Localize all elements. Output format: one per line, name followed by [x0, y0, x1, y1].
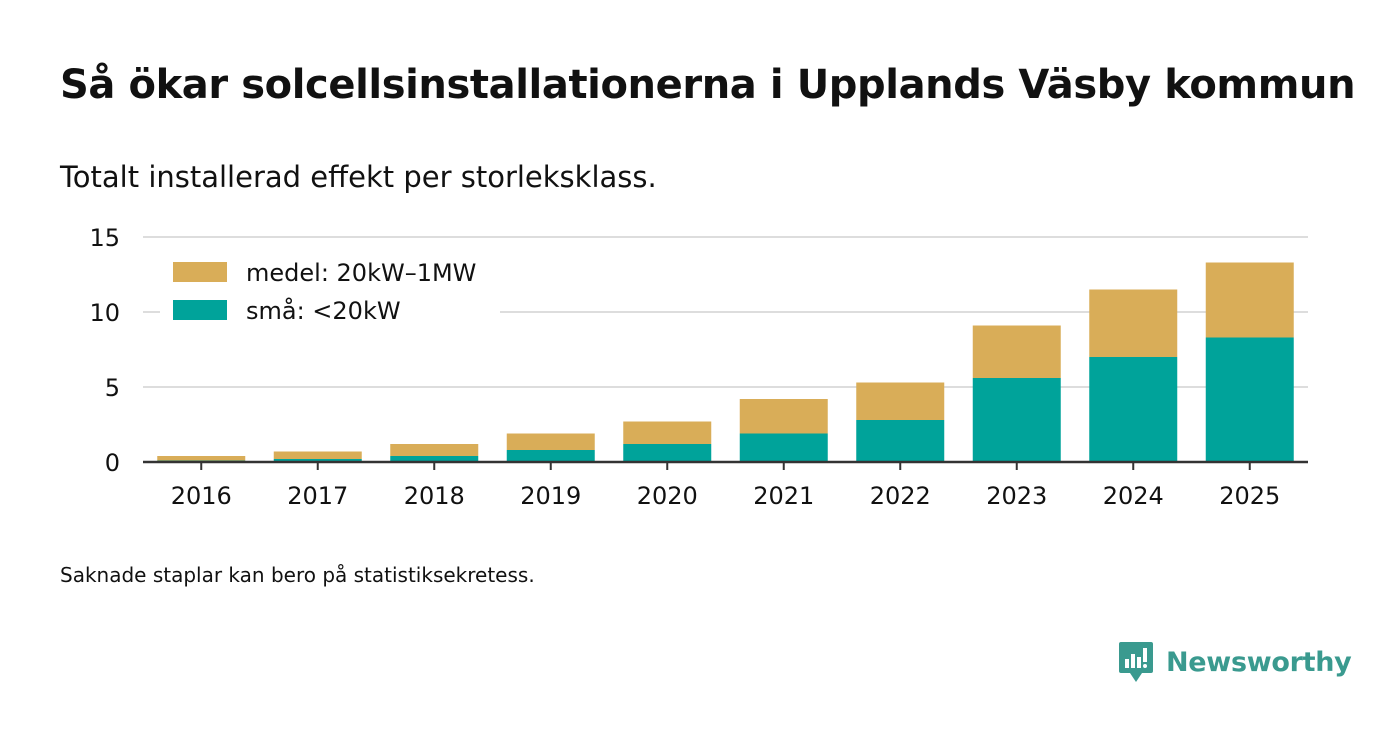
x-tick-label: 2017 — [287, 482, 348, 510]
bar-segment-medium — [506, 433, 595, 450]
bar-segment-medium — [273, 451, 362, 459]
x-tick-label: 2020 — [637, 482, 698, 510]
bar-segment-medium — [390, 444, 479, 456]
bar-segment-small — [1089, 357, 1178, 462]
footnote: Saknade staplar kan bero på statistiksek… — [60, 563, 535, 587]
bar-segment-medium — [1205, 262, 1294, 338]
brand-name: Newsworthy — [1166, 646, 1352, 678]
y-tick-label: 10 — [89, 299, 120, 327]
chart-title: Så ökar solcellsinstallationerna i Uppla… — [60, 62, 1356, 108]
legend-swatch — [173, 300, 227, 320]
newsworthy-logo-icon — [1119, 642, 1153, 682]
bar-segment-small — [506, 450, 595, 462]
bar-segment-small — [390, 456, 479, 462]
bar-segment-medium — [157, 456, 246, 461]
bar-segment-small — [739, 433, 828, 462]
bar-segment-medium — [1089, 289, 1178, 357]
legend: medel: 20kW–1MW små: <20kW — [160, 252, 500, 330]
y-tick-label: 15 — [89, 224, 120, 252]
bar-segment-medium — [856, 382, 945, 420]
chart-subtitle: Totalt installerad effekt per storlekskl… — [60, 160, 657, 194]
bar-segment-medium — [623, 421, 712, 444]
x-tick-label: 2025 — [1219, 482, 1280, 510]
bar-segment-small — [273, 459, 362, 462]
legend-swatch — [173, 262, 227, 282]
brand-logo[interactable]: Newsworthy — [1118, 640, 1352, 684]
x-tick-label: 2024 — [1103, 482, 1164, 510]
x-tick-label: 2018 — [404, 482, 465, 510]
bar-segment-small — [856, 420, 945, 462]
bar-segment-medium — [739, 399, 828, 434]
y-tick-label: 5 — [105, 374, 120, 402]
bar-segment-small — [623, 444, 712, 462]
y-tick-label: 0 — [105, 449, 120, 477]
x-tick-label: 2019 — [520, 482, 581, 510]
legend-label: små: <20kW — [246, 296, 401, 325]
bar-segment-medium — [972, 325, 1061, 378]
bar-layer — [157, 262, 1294, 462]
x-tick-label: 2023 — [986, 482, 1047, 510]
x-tick-label: 2016 — [171, 482, 232, 510]
bar-segment-small — [972, 378, 1061, 462]
x-tick-label: 2022 — [870, 482, 931, 510]
bar-segment-small — [1205, 337, 1294, 462]
x-tick-label: 2021 — [753, 482, 814, 510]
legend-label: medel: 20kW–1MW — [246, 259, 476, 287]
axis-layer: 0 5 10 15 2016 2017 2018 2019 2020 2021 2022 2023 20… — [89, 224, 1308, 510]
